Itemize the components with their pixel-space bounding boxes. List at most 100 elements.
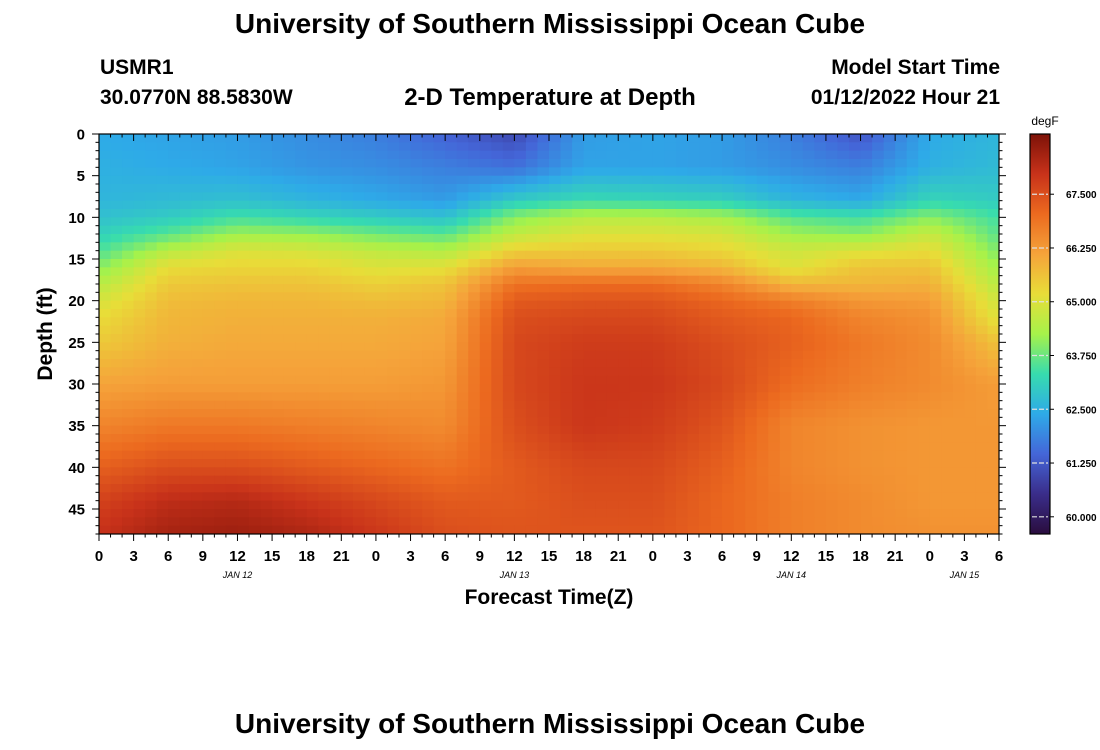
heatmap-cell — [837, 342, 850, 352]
heatmap-cell — [733, 500, 746, 510]
heatmap-cell — [387, 209, 400, 218]
heatmap-cell — [560, 309, 573, 318]
heatmap-cell — [110, 409, 123, 418]
heatmap-cell — [768, 450, 781, 460]
heatmap-cell — [387, 300, 400, 310]
heatmap-cell — [433, 284, 446, 293]
heatmap-cell — [202, 134, 215, 143]
heatmap-cell — [364, 200, 377, 210]
heatmap-cell — [410, 509, 423, 518]
heatmap-cell — [364, 400, 377, 410]
heatmap-cell — [906, 342, 919, 352]
heatmap-cell — [549, 242, 562, 252]
heatmap-cell — [491, 309, 504, 318]
heatmap-cell — [133, 384, 146, 393]
heatmap-cell — [768, 467, 781, 477]
heatmap-cell — [364, 475, 377, 485]
heatmap-cell — [572, 467, 585, 477]
heatmap-cell — [745, 142, 758, 152]
heatmap-cell — [295, 525, 308, 534]
heatmap-cell — [768, 267, 781, 277]
heatmap-cell — [214, 450, 227, 460]
heatmap-cell — [849, 442, 862, 452]
heatmap-cell — [745, 267, 758, 277]
heatmap-cell — [906, 217, 919, 227]
heatmap-cell — [375, 259, 389, 268]
heatmap-cell — [929, 334, 942, 343]
heatmap-cell — [514, 409, 527, 418]
heatmap-cell — [987, 150, 999, 160]
heatmap-cell — [237, 292, 250, 302]
heatmap-cell — [537, 275, 550, 285]
heatmap-cell — [202, 167, 215, 177]
heatmap-cell — [295, 334, 308, 343]
heatmap-cell — [387, 409, 400, 418]
heatmap-cell — [964, 434, 977, 443]
heatmap-cell — [987, 509, 999, 518]
heatmap-cell — [410, 434, 423, 443]
heatmap-cell — [975, 217, 989, 227]
heatmap-cell — [618, 309, 631, 318]
heatmap-cell — [364, 192, 377, 202]
heatmap-cell — [156, 284, 169, 293]
heatmap-cell — [860, 242, 873, 252]
heatmap-cell — [122, 459, 135, 468]
heatmap-cell — [537, 209, 550, 218]
heatmap-cell — [306, 517, 319, 527]
x-tick-label: 9 — [476, 548, 484, 565]
heatmap-cell — [664, 509, 677, 518]
heatmap-cell — [883, 267, 896, 277]
heatmap-cell — [837, 450, 850, 460]
heatmap-cell — [191, 367, 204, 377]
heatmap-cell — [733, 359, 746, 368]
heatmap-cell — [214, 359, 227, 368]
heatmap-cell — [122, 259, 135, 268]
heatmap-cell — [549, 142, 562, 152]
heatmap-cell — [964, 234, 977, 243]
heatmap-cell — [191, 517, 204, 527]
heatmap-cell — [502, 450, 515, 460]
heatmap-cell — [895, 417, 908, 427]
heatmap-cell — [133, 467, 146, 477]
heatmap-cell — [722, 475, 735, 485]
heatmap-cell — [399, 509, 412, 518]
heatmap-cell — [156, 334, 169, 343]
heatmap-cell — [433, 200, 446, 210]
heatmap-cell — [791, 509, 804, 518]
heatmap-cell — [595, 209, 608, 218]
heatmap-cell — [422, 217, 435, 227]
heatmap-cell — [387, 242, 400, 252]
heatmap-cell — [699, 159, 712, 168]
heatmap-cell — [629, 325, 642, 335]
heatmap-cell — [722, 192, 735, 202]
heatmap-cell — [629, 350, 642, 360]
heatmap-cell — [99, 225, 112, 235]
heatmap-cell — [722, 150, 735, 160]
heatmap-cell — [572, 267, 585, 277]
heatmap-cell — [929, 292, 942, 302]
heatmap-cell — [699, 267, 712, 277]
heatmap-cell — [745, 434, 758, 443]
heatmap-cell — [225, 250, 239, 260]
heatmap-cell — [768, 259, 781, 268]
heatmap-cell — [479, 442, 492, 452]
heatmap-cell — [318, 500, 331, 510]
heatmap-cell — [399, 159, 412, 168]
heatmap-cell — [964, 367, 977, 377]
heatmap-cell — [860, 334, 873, 343]
heatmap-cell — [895, 467, 908, 477]
heatmap-cell — [652, 384, 665, 393]
heatmap-cell — [664, 417, 677, 427]
heatmap-cell — [802, 250, 815, 260]
heatmap-cell — [595, 300, 608, 310]
heatmap-cell — [675, 200, 689, 210]
heatmap-cell — [352, 517, 365, 527]
heatmap-cell — [341, 425, 354, 435]
heatmap-cell — [514, 209, 527, 218]
heatmap-cell — [964, 259, 977, 268]
heatmap-cell — [191, 334, 204, 343]
heatmap-cell — [606, 242, 619, 252]
heatmap-cell — [699, 184, 712, 193]
heatmap-cell — [825, 442, 839, 452]
heatmap-cell — [883, 450, 896, 460]
